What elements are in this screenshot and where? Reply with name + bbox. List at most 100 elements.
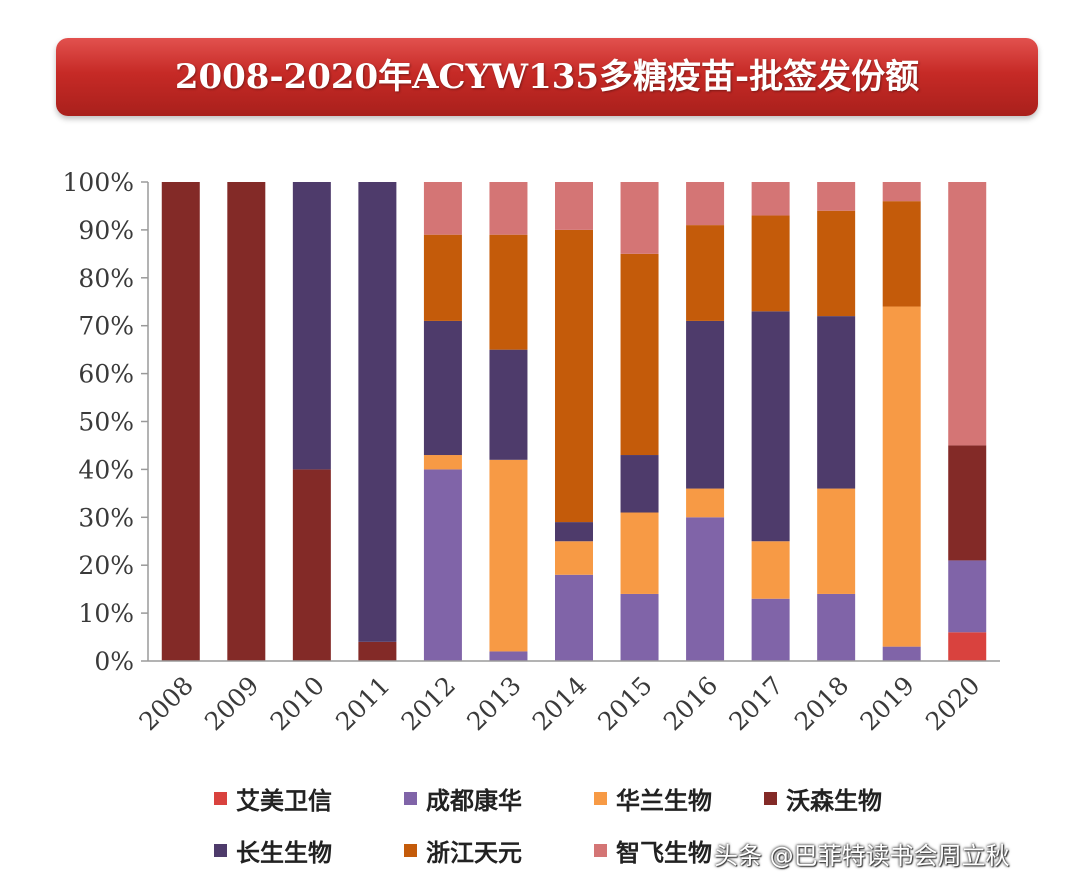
bar-segment [817,593,856,661]
bar-segment [686,488,725,518]
legend-item: 沃森生物 [764,783,914,815]
bar-segment [882,201,921,307]
y-tick-label: 100% [63,168,134,197]
bar-segment [620,455,659,513]
legend-swatch [214,843,227,857]
x-tick-label: 2017 [723,671,788,736]
bar-segment [882,306,921,647]
bar-segment [686,517,725,661]
bar-segment [555,541,593,575]
x-tick-label: 2019 [854,671,919,736]
bar-segment [489,182,528,235]
bars [161,182,987,661]
legend: 艾美卫信 成都康华 华兰生物 沃森生物长生生物 浙江天元 智飞生物 [214,783,914,867]
bar-segment [948,560,987,633]
bar-segment [358,641,397,661]
bar-segment [817,488,856,594]
legend-label: 长生生物 [236,838,332,867]
x-tick-label: 2016 [658,671,723,736]
bar-segment [948,632,987,661]
y-tick-label: 0% [94,647,134,676]
legend-swatch [764,791,777,805]
y-axis: 0% 10% 20% 30% 40% 50% 60% 70% 80% 90% 100% [63,168,149,676]
bar-segment [751,311,790,542]
bar-segment [686,320,725,489]
bar-segment [948,182,987,446]
x-tick-label: 2020 [920,671,985,736]
chart-title: 2008-2020年ACYW135多糖疫苗-批签发份额 [174,57,920,97]
bar-segment [161,182,200,661]
bar-segment [423,320,462,456]
y-tick-label: 80% [78,264,134,293]
bar-segment [620,512,659,594]
y-tick-label: 50% [78,408,134,437]
x-axis: 2008 2009 2010 2011 2012 2013 2014 2015 2016 2017… [134,660,1000,736]
bar-segment [555,182,593,230]
bar-segment [751,215,790,312]
bar-segment [423,182,462,235]
bar-segment [555,229,593,523]
bar-segment [620,182,659,254]
bar-segment [358,182,397,642]
bar-segment [292,469,331,661]
x-tick-label: 2014 [527,671,592,736]
legend-item: 华兰生物 [594,783,764,815]
y-tick-label: 30% [78,503,134,532]
bar-segment [817,316,856,489]
y-tick-label: 70% [78,312,134,341]
legend-label: 艾美卫信 [236,786,332,815]
legend-item: 成都康华 [404,783,594,815]
bar-segment [751,598,790,661]
x-tick-label: 2010 [265,671,330,736]
legend-swatch [594,843,607,857]
bar-segment [751,182,790,216]
stacked-bar-chart: 0%10%20%30%40%50%60%70%80%90%100% 2008 20… [63,168,1000,736]
title-banner [56,38,1038,116]
bar-segment [817,182,856,211]
bar-segment [489,651,528,661]
bar-segment [555,574,593,661]
bar-segment [292,182,331,470]
legend-item: 智飞生物 [594,835,764,867]
bar-segment [686,225,725,321]
bar-segment [948,445,987,561]
bar-segment [489,459,528,652]
bar-segment [423,469,462,661]
bar-segment [555,522,593,542]
bar-segment [882,182,921,202]
legend-label: 沃森生物 [786,786,882,815]
legend-swatch [404,791,417,805]
bar-segment [423,455,462,470]
x-tick-label: 2018 [789,671,854,736]
bar-segment [489,349,528,460]
bar-segment [227,182,266,661]
legend-swatch [214,791,227,805]
y-tick-label: 20% [78,551,134,580]
legend-label: 成都康华 [426,786,522,815]
x-tick-label: 2015 [592,671,657,736]
bar-segment [620,593,659,661]
bar-segment [751,541,790,599]
legend-item: 艾美卫信 [214,783,404,815]
x-tick-label: 2008 [134,671,199,736]
bar-segment [423,234,462,321]
x-tick-label: 2012 [396,671,461,736]
legend-label: 浙江天元 [426,838,522,867]
legend-item: 浙江天元 [404,835,594,867]
x-tick-label: 2013 [461,671,526,736]
y-tick-label: 90% [78,216,134,245]
x-tick-label: 2011 [330,671,395,736]
bar-segment [882,646,921,661]
bar-segment [620,253,659,456]
x-tick-label: 2009 [199,671,264,736]
legend-swatch [594,791,607,805]
legend-label: 智飞生物 [616,838,712,867]
y-tick-label: 10% [78,599,134,628]
bar-segment [489,234,528,350]
legend-swatch [404,843,417,857]
legend-label: 华兰生物 [616,786,712,815]
y-tick-label: 40% [78,455,134,484]
bar-segment [817,210,856,317]
legend-item: 长生生物 [214,835,404,867]
y-tick-label: 60% [78,360,134,389]
